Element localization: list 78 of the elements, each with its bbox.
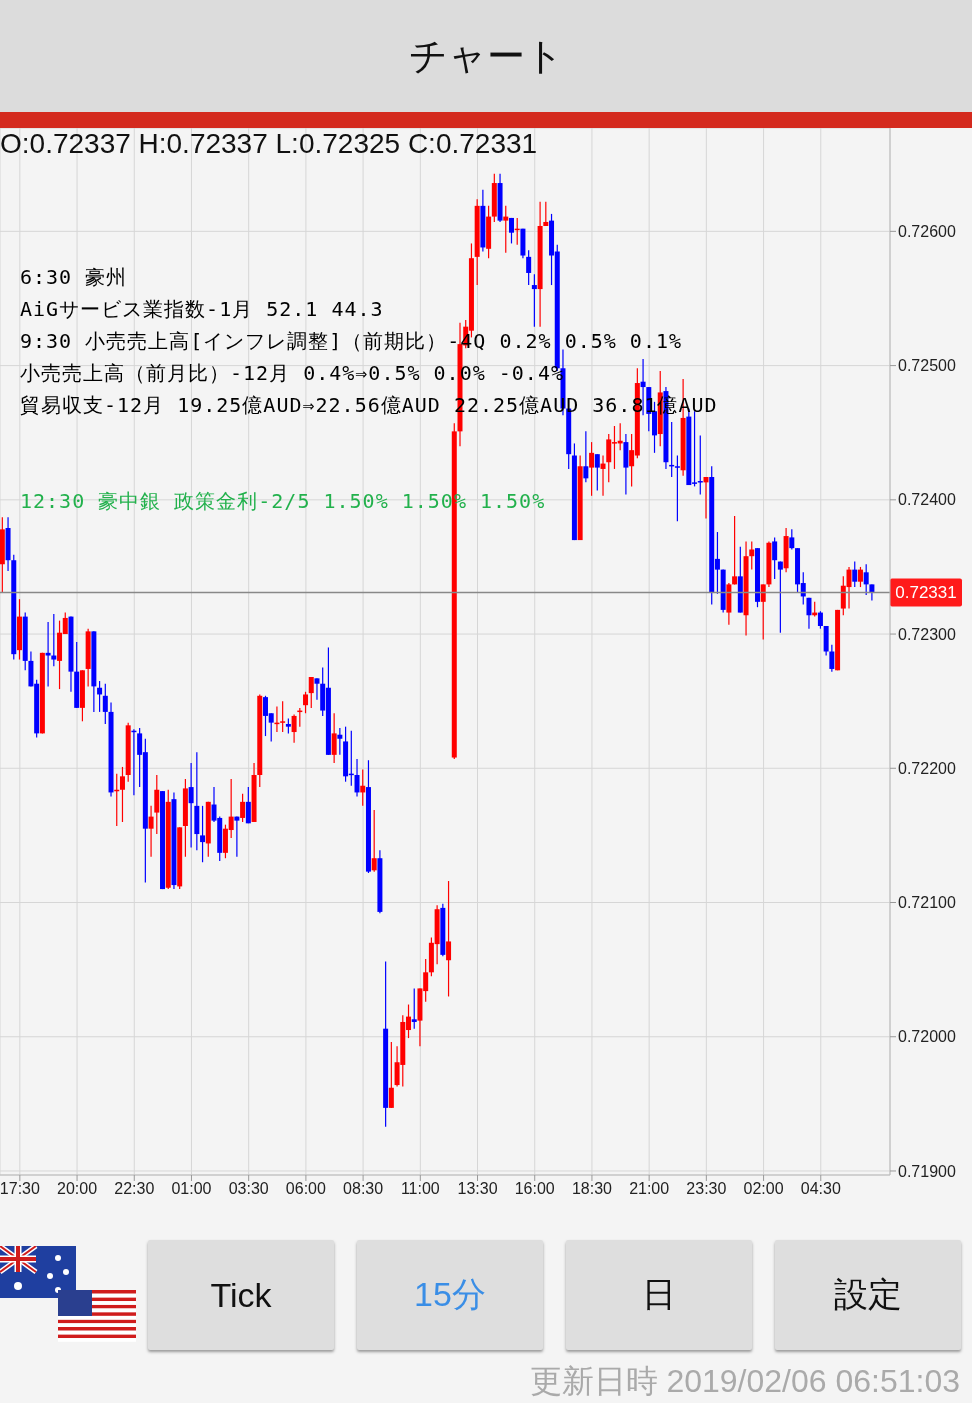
text: 日 (566, 1240, 752, 1350)
x-tick-label: 02:00 (743, 1180, 784, 1198)
candlestick (852, 560, 858, 588)
chart-subtitle: O:0.72337 H:0.72337 L:0.72325 C:0.72331 (0, 128, 538, 160)
candlestick (314, 677, 320, 701)
candlestick (188, 762, 194, 849)
candlestick (388, 1041, 394, 1109)
x-tick-label: 22:30 (114, 1180, 155, 1198)
text: 更新日時 2019/02/06 06:51:03 (529, 1362, 960, 1401)
candlestick (280, 700, 286, 733)
candlestick (148, 805, 154, 858)
candlestick (371, 809, 377, 873)
candlestick (291, 713, 297, 744)
candlestick (806, 597, 812, 630)
x-tick-label: 13:30 (457, 1180, 498, 1198)
text: 設定 (775, 1240, 961, 1350)
candlestick (119, 766, 125, 823)
candlestick (200, 805, 206, 863)
text: Tick (148, 1240, 334, 1350)
candlestick (508, 217, 514, 245)
candlestick (354, 758, 360, 798)
candlestick (51, 613, 57, 667)
candlestick (303, 691, 309, 714)
candlestick (446, 880, 452, 998)
candlestick (777, 560, 783, 634)
y-tick-label: 0.72600 (898, 223, 956, 241)
candlestick (411, 987, 417, 1030)
candlestick (829, 644, 835, 673)
annotation: AiGサービス業指数-1月 52.1 44.3 (20, 296, 384, 323)
y-tick-label: 0.72200 (898, 759, 956, 777)
candlestick (503, 205, 509, 254)
candlestick (760, 583, 766, 641)
candlestick (583, 430, 589, 483)
candlestick (703, 476, 709, 520)
x-tick-label: 23:30 (686, 1180, 727, 1198)
candlestick (526, 249, 532, 286)
ref-line-label: 0.72331 (895, 583, 957, 603)
candlestick (234, 816, 240, 858)
y-tick-label: 0.72400 (898, 491, 956, 509)
candlestick (857, 566, 863, 588)
candlestick (531, 273, 537, 328)
candlestick (543, 201, 549, 227)
y-tick-label: 0.72500 (898, 357, 956, 375)
x-tick-label: 04:30 (800, 1180, 841, 1198)
candlestick (749, 540, 755, 571)
x-tick-label: 11:00 (400, 1180, 440, 1198)
y-tick-label: 0.71900 (898, 1162, 956, 1180)
candlestick (674, 454, 680, 522)
x-tick-label: 03:30 (228, 1180, 269, 1198)
x-tick-label: 06:00 (285, 1180, 327, 1198)
annotation: 6:30 豪州 (20, 264, 128, 291)
candlestick (772, 536, 778, 580)
candlestick (863, 563, 869, 596)
candlestick (589, 441, 595, 497)
x-tick-label: 16:00 (514, 1180, 555, 1198)
x-tick-label: 01:00 (171, 1180, 212, 1198)
candlestick (102, 683, 108, 725)
candlestick (240, 793, 246, 823)
x-tick-label: 17:30 (0, 1180, 40, 1198)
candlestick (337, 727, 343, 756)
candlestick (45, 621, 51, 687)
chart-title: チャート (408, 33, 564, 79)
candlestick (308, 676, 314, 709)
x-tick-label: 21:00 (629, 1180, 670, 1198)
text: 15分 (357, 1240, 543, 1350)
x-tick-label: 08:30 (343, 1180, 384, 1198)
candlestick (594, 453, 600, 492)
candlestick (154, 774, 160, 835)
y-tick-label: 0.72100 (898, 894, 956, 912)
candlestick (732, 515, 738, 585)
y-tick-label: 0.72000 (898, 1028, 956, 1046)
candlestick (245, 786, 251, 824)
y-tick-label: 0.72300 (898, 625, 956, 643)
x-tick-label: 20:00 (57, 1180, 98, 1198)
candlestick (789, 528, 795, 551)
x-tick-label: 18:30 (571, 1180, 613, 1198)
candlestick (600, 454, 606, 497)
candlestick (331, 712, 337, 764)
